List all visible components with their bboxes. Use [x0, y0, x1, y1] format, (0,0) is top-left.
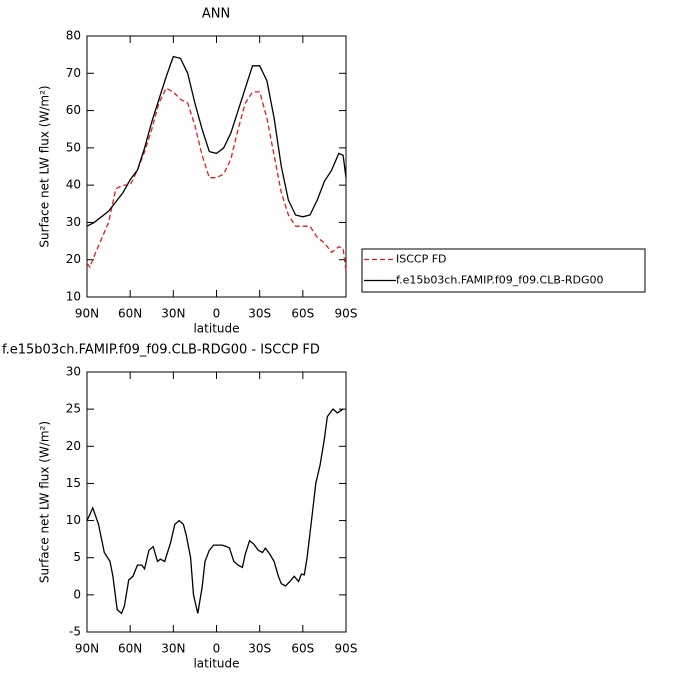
y-tick-label: -5 [69, 625, 81, 639]
y-tick-label: 30 [66, 365, 81, 379]
y-axis-label: Surface net LW flux (W/m²) [38, 421, 52, 583]
legend-label: ISCCP FD [396, 253, 447, 266]
data-line [86, 408, 344, 615]
y-tick-label: 80 [66, 29, 81, 43]
y-tick-label: 70 [66, 66, 81, 80]
plot-frame [86, 35, 347, 298]
x-tick-label: 90S [335, 307, 358, 321]
x-tick-label: 90N [75, 642, 99, 656]
y-tick-label: 25 [66, 402, 81, 416]
x-tick-label: 30N [161, 642, 185, 656]
x-tick-label: 0 [213, 307, 221, 321]
x-tick-label: 30S [248, 307, 271, 321]
x-tick-label: 60N [118, 307, 142, 321]
legend-box [361, 248, 646, 293]
x-tick-label: 0 [213, 642, 221, 656]
data-line [86, 55, 347, 227]
x-tick-label: 30N [161, 307, 185, 321]
y-tick-label: 60 [66, 103, 81, 117]
chart-title: f.e15b03ch.FAMIP.f09_f09.CLB-RDG00 - ISC… [2, 343, 320, 358]
y-tick-label: 20 [66, 439, 81, 453]
y-tick-label: 5 [73, 550, 81, 564]
legend-label: f.e15b03ch.FAMIP.f09_f09.CLB-RDG00 [396, 274, 604, 287]
x-tick-label: 60N [118, 642, 142, 656]
chart-title: ANN [202, 7, 230, 22]
y-tick-label: 40 [66, 178, 81, 192]
data-line [86, 87, 347, 271]
y-tick-label: 20 [66, 252, 81, 266]
y-axis-label: Surface net LW flux (W/m²) [38, 85, 52, 247]
x-axis-label: latitude [193, 657, 239, 671]
x-tick-label: 90S [335, 642, 358, 656]
plot-frame [86, 371, 347, 633]
x-tick-label: 60S [291, 307, 314, 321]
y-tick-label: 15 [66, 476, 81, 490]
x-tick-label: 30S [248, 642, 271, 656]
y-tick-label: 10 [66, 513, 81, 527]
y-tick-label: 50 [66, 140, 81, 154]
x-tick-label: 60S [291, 642, 314, 656]
x-axis-label: latitude [193, 322, 239, 336]
x-tick-label: 90N [75, 307, 99, 321]
y-tick-label: 30 [66, 215, 81, 229]
y-tick-label: 10 [66, 290, 81, 304]
y-tick-label: 0 [73, 587, 81, 601]
